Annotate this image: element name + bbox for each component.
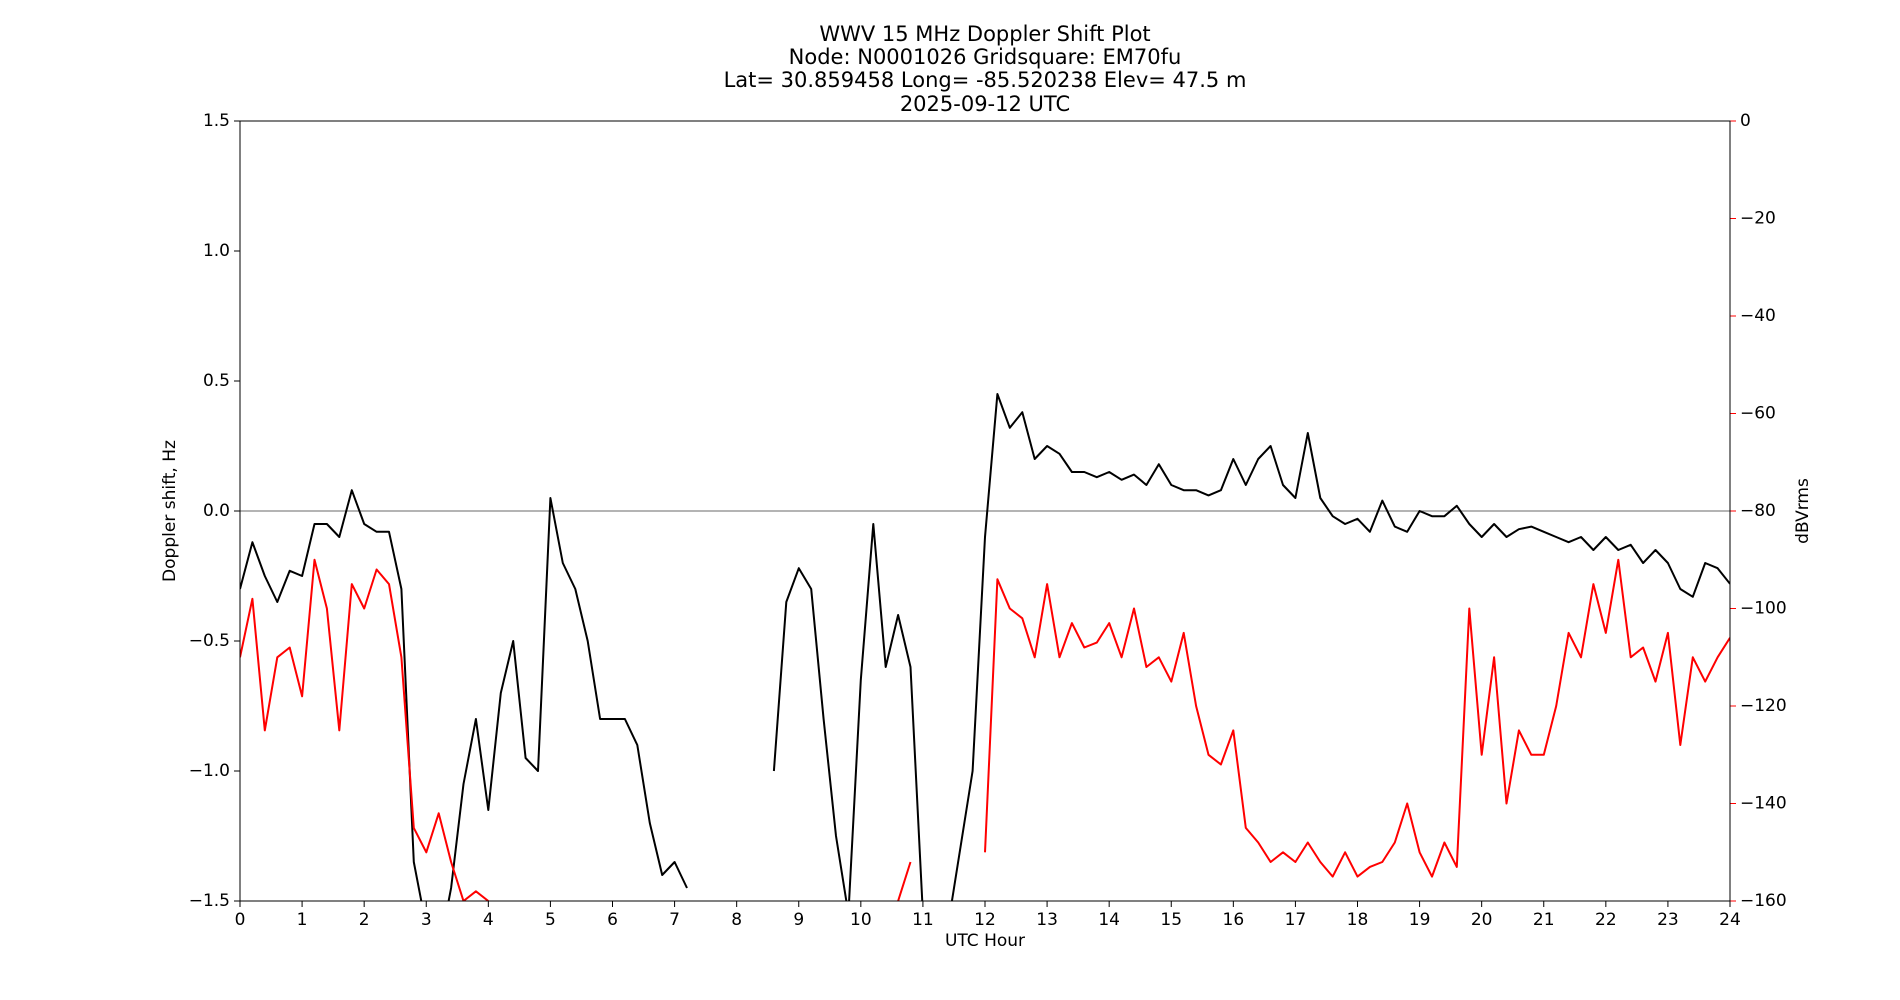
- x-tick-label: 23: [1657, 910, 1679, 930]
- y-axis-label: Doppler shift, Hz: [160, 440, 180, 582]
- y2-tick-label: −20: [1740, 209, 1776, 229]
- series-line: [240, 558, 1730, 901]
- x-tick-label: 1: [297, 910, 308, 930]
- y2-tick-label: −120: [1740, 696, 1787, 716]
- x-tick-label: 10: [850, 910, 872, 930]
- x-tick-label: 13: [1036, 910, 1058, 930]
- series-line: [240, 393, 1730, 901]
- chart-title: WWV 15 MHz Doppler Shift Plot: [819, 22, 1150, 46]
- y2-tick-label: 0: [1740, 111, 1751, 131]
- y2-tick-label: −100: [1740, 599, 1787, 619]
- chart-title: Lat= 30.859458 Long= -85.520238 Elev= 47…: [724, 68, 1247, 92]
- y2-axis-label: dBVrms: [1793, 478, 1813, 544]
- plot-frame: [239, 120, 1731, 902]
- y2-tick-label: −80: [1740, 501, 1776, 521]
- x-tick-label: 8: [731, 910, 742, 930]
- x-tick-label: 19: [1409, 910, 1431, 930]
- x-tick-label: 12: [974, 910, 996, 930]
- x-tick-label: 5: [545, 910, 556, 930]
- chart-title: Node: N0001026 Gridsquare: EM70fu: [789, 45, 1182, 69]
- y2-tick-label: −140: [1740, 794, 1787, 814]
- x-tick-label: 16: [1223, 910, 1245, 930]
- x-tick-label: 3: [421, 910, 432, 930]
- y-tick-label: 1.0: [203, 241, 230, 261]
- x-tick-label: 4: [483, 910, 494, 930]
- x-tick-label: 7: [669, 910, 680, 930]
- y2-tick-label: −60: [1740, 404, 1776, 424]
- y-tick-label: −1.5: [189, 891, 230, 911]
- x-tick-label: 9: [793, 910, 804, 930]
- x-tick-label: 21: [1533, 910, 1555, 930]
- y-tick-label: −0.5: [189, 631, 230, 651]
- y-tick-label: −1.0: [189, 761, 230, 781]
- chart-title: 2025-09-12 UTC: [900, 92, 1070, 116]
- y2-tick-label: −160: [1740, 891, 1787, 911]
- x-tick-label: 18: [1347, 910, 1369, 930]
- x-tick-label: 11: [912, 910, 934, 930]
- y2-tick-label: −40: [1740, 306, 1776, 326]
- x-tick-label: 20: [1471, 910, 1493, 930]
- x-tick-label: 2: [359, 910, 370, 930]
- x-axis-label: UTC Hour: [945, 931, 1025, 951]
- x-tick-label: 6: [607, 910, 618, 930]
- y-tick-label: 1.5: [203, 111, 230, 131]
- x-tick-label: 0: [235, 910, 246, 930]
- y-tick-label: 0.0: [203, 501, 230, 521]
- x-tick-label: 24: [1719, 910, 1741, 930]
- x-tick-label: 22: [1595, 910, 1617, 930]
- x-tick-label: 15: [1160, 910, 1182, 930]
- x-tick-label: 14: [1098, 910, 1120, 930]
- x-tick-label: 17: [1285, 910, 1307, 930]
- y-tick-label: 0.5: [203, 371, 230, 391]
